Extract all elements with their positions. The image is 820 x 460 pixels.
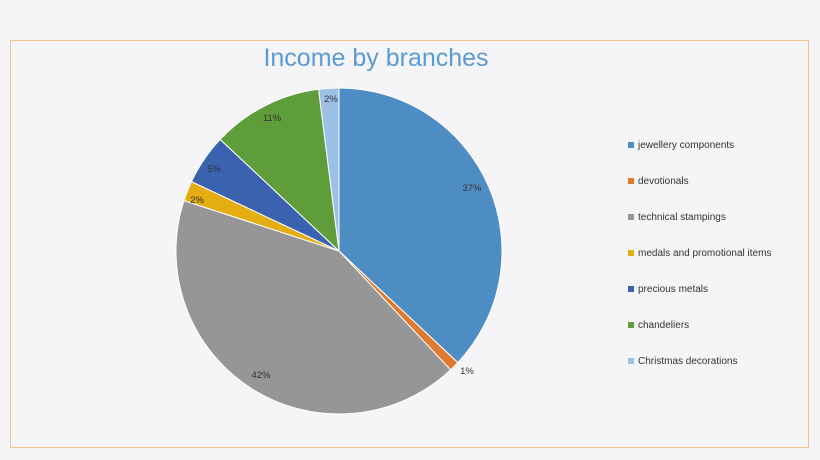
data-label-devotionals: 1%: [460, 366, 474, 377]
chart-frame: Income by branches 37% 1% 42% 2% 5% 11% 2% jew…: [10, 40, 809, 448]
pie-slice-technical-stampings: [175, 199, 452, 415]
data-label-technical-stampings: 42%: [251, 370, 271, 381]
legend-item-medals-and-promotional-items: medals and promotional items: [628, 235, 771, 271]
pie-slice-christmas-decorations: [318, 87, 340, 252]
chart-title: Income by branches: [263, 44, 489, 72]
legend-label: medals and promotional items: [638, 247, 772, 259]
legend-label: chandeliers: [638, 319, 690, 331]
legend-swatch: [628, 358, 634, 364]
legend-swatch: [628, 322, 634, 328]
legend-label: Christmas decorations: [638, 355, 738, 367]
legend-label: devotionals: [638, 175, 689, 187]
legend-item-technical-stampings: technical stampings: [628, 199, 771, 235]
data-label-precious-metals: 5%: [207, 164, 221, 175]
legend-label: precious metals: [638, 283, 709, 295]
pie-chart: 37% 1% 42% 2% 5% 11% 2%: [175, 87, 503, 415]
legend-item-christmas-decorations: Christmas decorations: [628, 343, 771, 379]
pie-slice-jewellery-components: [338, 87, 503, 364]
legend-swatch: [628, 286, 634, 292]
legend-item-chandeliers: chandeliers: [628, 307, 771, 343]
legend-swatch: [628, 142, 634, 148]
legend-item-precious-metals: precious metals: [628, 271, 771, 307]
data-label-jewellery-components: 37%: [462, 183, 482, 194]
legend-swatch: [628, 250, 634, 256]
legend-item-jewellery-components: jewellery components: [628, 127, 771, 163]
legend-label: technical stampings: [638, 211, 726, 223]
legend: jewellery components devotionals technical…: [628, 127, 771, 379]
legend-swatch: [628, 214, 634, 220]
legend-label: jewellery components: [638, 139, 735, 151]
data-label-chandeliers: 11%: [263, 113, 282, 124]
pie-slice-chandeliers: [219, 88, 340, 253]
data-label-medals-and-promotional-items: 2%: [190, 195, 204, 206]
legend-item-devotionals: devotionals: [628, 163, 771, 199]
legend-swatch: [628, 178, 634, 184]
data-label-christmas-decorations: 2%: [324, 94, 338, 105]
